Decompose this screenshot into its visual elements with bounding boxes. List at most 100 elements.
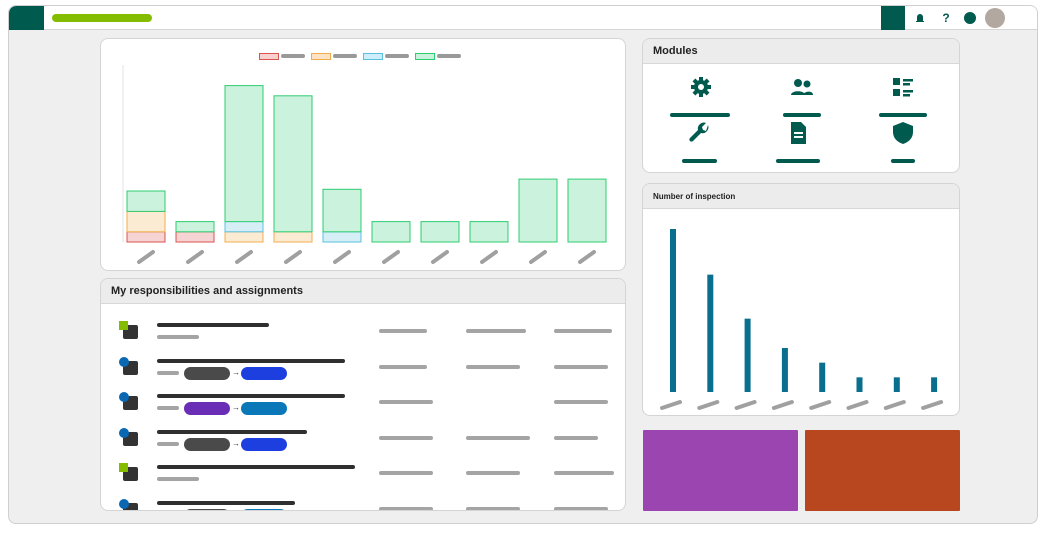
- row-cell-placeholder: [554, 329, 612, 333]
- row-type-icon: [123, 502, 138, 510]
- app-logo[interactable]: [9, 6, 44, 30]
- inspections-bar-chart: [660, 229, 944, 410]
- legend-swatch-blue: [363, 52, 383, 60]
- table-row[interactable]: →: [101, 392, 625, 426]
- bar-segment: [175, 221, 215, 233]
- row-cell-placeholder: [379, 364, 427, 369]
- module-label-placeholder: [879, 113, 927, 117]
- apps-menu-button[interactable]: [881, 6, 905, 30]
- inspections-header: Number of inspection: [643, 184, 959, 209]
- x-tick-label-placeholder: [235, 250, 253, 264]
- top-bar: ?: [9, 6, 1037, 30]
- module-label-placeholder: [783, 113, 821, 117]
- status-green-icon: [119, 321, 128, 330]
- inspection-bar: [893, 377, 900, 392]
- x-tick-label-placeholder: [186, 250, 204, 264]
- row-cell-placeholder: [466, 435, 530, 440]
- module-users[interactable]: [783, 75, 821, 125]
- table-row[interactable]: →: [101, 498, 625, 511]
- shield-icon: [893, 122, 913, 144]
- responsibilities-title: My responsibilities and assignments: [111, 285, 303, 297]
- legend-label: [333, 54, 357, 58]
- row-cell-placeholder: [554, 471, 614, 475]
- x-tick-label-placeholder: [578, 250, 596, 264]
- row-cell-placeholder: [554, 400, 608, 404]
- x-tick-label-placeholder: [480, 250, 498, 264]
- table-row[interactable]: →: [101, 356, 625, 391]
- stacked-bar-chart: [122, 65, 607, 264]
- module-safety[interactable]: [891, 121, 915, 171]
- status-dot-icon[interactable]: [963, 10, 977, 26]
- inspection-bar: [856, 377, 863, 392]
- shortcut-tile-purple[interactable]: [643, 430, 798, 511]
- row-subtitle-placeholder: [157, 441, 179, 446]
- gear-icon: [691, 77, 711, 97]
- bar-segment: [420, 221, 460, 243]
- chart-legend: [259, 52, 467, 60]
- legend-swatch-red: [259, 52, 279, 60]
- row-cell-placeholder: [554, 506, 608, 510]
- module-settings[interactable]: [670, 75, 732, 125]
- row-title-placeholder: [157, 429, 307, 434]
- status-blue-icon: [119, 427, 129, 438]
- inspections-card: Number of inspection: [642, 183, 960, 416]
- row-title-placeholder: [157, 500, 295, 505]
- row-title-placeholder: [157, 358, 345, 363]
- help-icon[interactable]: ?: [942, 11, 950, 25]
- row-cell-placeholder: [379, 329, 427, 333]
- legend-label: [385, 54, 409, 58]
- row-cell-placeholder: [379, 506, 433, 510]
- status-blue-icon: [119, 498, 129, 509]
- legend-swatch-green: [415, 52, 435, 60]
- row-cell-placeholder: [466, 506, 520, 510]
- x-tick-label-placeholder: [921, 400, 944, 410]
- modules-title: Modules: [653, 45, 698, 57]
- module-label-placeholder: [776, 159, 820, 163]
- legend-label: [281, 54, 305, 58]
- x-tick-label-placeholder: [431, 250, 449, 264]
- row-cell-placeholder: [554, 435, 598, 440]
- inspection-bar: [819, 362, 826, 392]
- responsibilities-header: My responsibilities and assignments: [101, 279, 625, 304]
- module-label-placeholder: [670, 113, 730, 117]
- bell-icon[interactable]: [913, 10, 927, 26]
- bar-segment: [273, 95, 313, 233]
- shortcut-tile-orange[interactable]: [805, 430, 960, 511]
- status-green-icon: [119, 463, 128, 472]
- x-tick-label-placeholder: [697, 400, 720, 410]
- bar-segment: [126, 231, 166, 243]
- module-checklists[interactable]: [879, 75, 927, 125]
- row-title-placeholder: [157, 394, 345, 398]
- arrow-icon: →: [232, 438, 240, 448]
- row-cell-placeholder: [554, 364, 608, 369]
- app-title-placeholder: [52, 14, 152, 22]
- inspection-bar: [931, 377, 938, 392]
- x-tick-label-placeholder: [529, 250, 547, 264]
- table-row[interactable]: [101, 463, 625, 497]
- bar-segment: [126, 190, 166, 212]
- row-title-placeholder: [157, 323, 269, 327]
- module-documents[interactable]: [776, 121, 820, 171]
- module-maintenance[interactable]: [682, 121, 717, 171]
- bar-segment: [273, 231, 313, 243]
- table-row[interactable]: [101, 321, 625, 355]
- document-icon: [791, 122, 806, 144]
- x-tick-label-placeholder: [284, 250, 302, 264]
- bar-segment: [567, 178, 607, 243]
- app-frame: ? My responsibilities and assignments → →…: [8, 5, 1038, 524]
- status-pill-from: [184, 402, 230, 415]
- x-tick-label-placeholder: [382, 250, 400, 264]
- bar-segment: [126, 210, 166, 233]
- stacked-chart-card: [100, 38, 626, 271]
- row-subtitle-placeholder: [157, 406, 179, 410]
- arrow-icon: →: [232, 367, 240, 377]
- status-pill-to: [241, 402, 287, 415]
- status-blue-icon: [119, 392, 129, 402]
- responsibilities-card: My responsibilities and assignments → → → →: [100, 278, 626, 511]
- user-avatar[interactable]: [985, 8, 1005, 28]
- table-row[interactable]: →: [101, 427, 625, 462]
- status-pill-to: [241, 508, 287, 510]
- inspection-bar: [707, 274, 714, 392]
- x-tick-label-placeholder: [883, 400, 906, 410]
- arrow-icon: →: [232, 510, 240, 511]
